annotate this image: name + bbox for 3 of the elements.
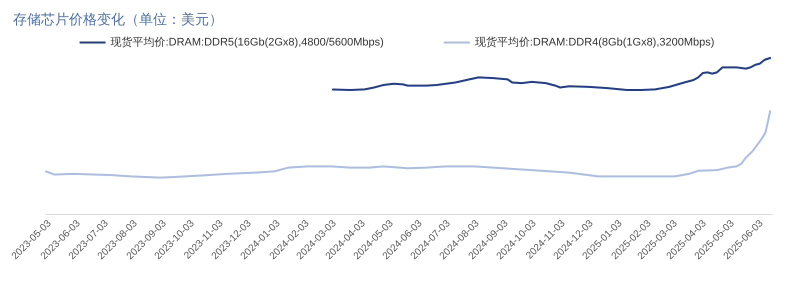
legend-label: 现货平均价:DRAM:DDR4(8Gb(1Gx8),3200Mbps): [474, 36, 714, 48]
legend-label: 现货平均价:DRAM:DDR5(16Gb(2Gx8),4800/5600Mbps): [110, 36, 384, 48]
chart-title: 存储芯片价格变化（单位：美元）: [13, 12, 223, 28]
